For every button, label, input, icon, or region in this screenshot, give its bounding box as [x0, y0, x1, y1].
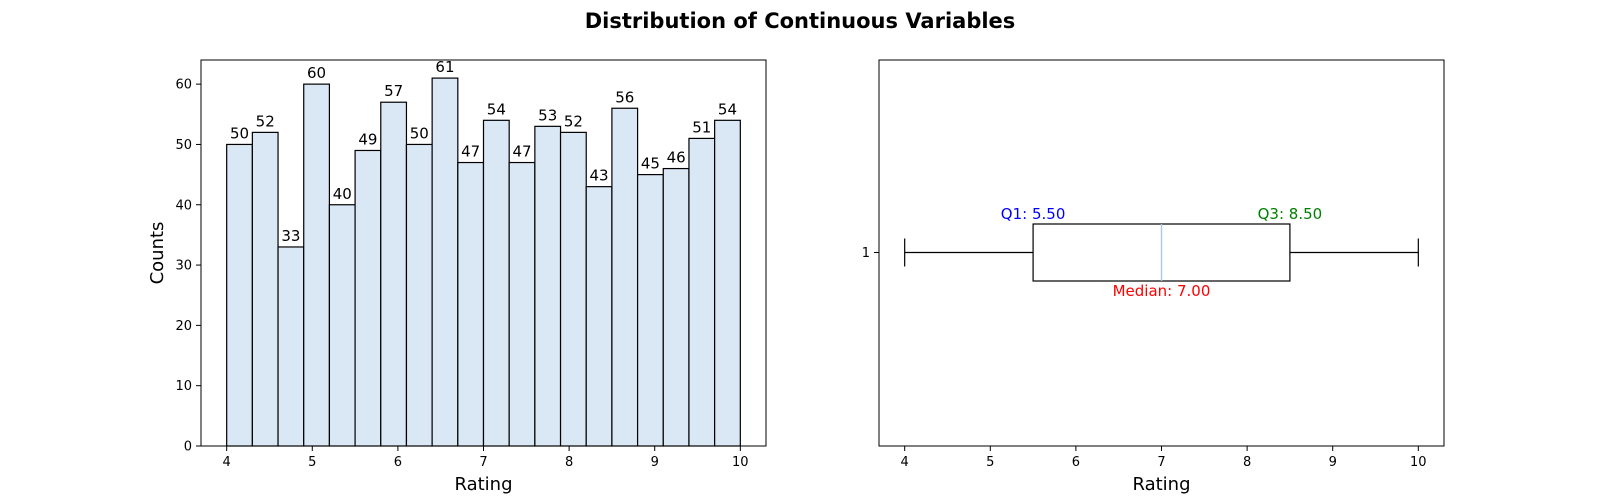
bar-value-label: 56 — [615, 88, 634, 106]
histogram-bar — [585, 186, 613, 447]
x-tick-label: 9 — [651, 455, 659, 470]
box-annotation: Median: 7.00 — [1113, 282, 1211, 300]
bar-value-label: 33 — [281, 227, 300, 245]
x-tick-label: 8 — [1243, 455, 1251, 470]
bar-value-label: 45 — [641, 155, 660, 173]
histogram-bar — [380, 101, 408, 447]
x-tick-label: 8 — [565, 455, 573, 470]
histogram-bar — [534, 125, 562, 447]
bar-value-label: 61 — [435, 58, 454, 76]
bar-value-label: 50 — [230, 124, 249, 142]
y-tick-label: 60 — [175, 78, 192, 93]
bar-value-label: 57 — [384, 82, 403, 100]
histogram-bar — [457, 161, 485, 447]
x-tick-label: 4 — [223, 455, 231, 470]
x-tick-label: 4 — [901, 455, 909, 470]
bar-value-label: 51 — [692, 118, 711, 136]
histogram-bar — [611, 107, 639, 447]
histogram-bar — [662, 167, 690, 447]
x-tick-label: 7 — [479, 455, 487, 470]
y-axis-label: Counts — [147, 222, 168, 285]
x-tick-label: 5 — [308, 455, 316, 470]
figure-title: Distribution of Continuous Variables — [585, 9, 1016, 33]
histogram-bar — [405, 143, 433, 447]
bar-value-label: 54 — [718, 100, 737, 118]
bar-value-label: 46 — [667, 149, 686, 167]
bar-value-label: 43 — [590, 167, 609, 185]
bar-value-label: 40 — [333, 185, 352, 203]
bar-value-label: 47 — [512, 143, 531, 161]
histogram-bar — [277, 246, 305, 447]
bar-value-label: 53 — [538, 106, 557, 124]
y-tick-label: 1 — [862, 246, 870, 261]
histogram-bar — [431, 77, 459, 447]
histogram-bar — [354, 149, 382, 447]
histogram-bar — [688, 137, 716, 447]
boxplot-panel: Q1: 5.50 Median: 7.00 Q3: 8.50 1 4 5 6 7 8 9 10 Rat… — [862, 59, 1445, 495]
x-axis-label: Rating — [454, 474, 512, 495]
histogram-bar — [714, 119, 741, 447]
bar-value-label: 49 — [358, 130, 377, 148]
box-annotation: Q1: 5.50 — [1001, 205, 1066, 223]
bar-value-label: 50 — [410, 124, 429, 142]
bar-value-label: 54 — [487, 100, 506, 118]
y-tick-label: 50 — [175, 138, 192, 153]
histogram-bar — [251, 131, 279, 447]
y-tick-label: 0 — [184, 440, 192, 455]
bar-value-label: 52 — [256, 112, 275, 130]
histogram-bar — [508, 161, 536, 447]
y-tick-label: 30 — [175, 259, 192, 274]
y-tick-label: 10 — [175, 379, 192, 394]
histogram-bar — [559, 131, 587, 447]
histogram-bar — [636, 173, 664, 447]
histogram-bar — [226, 143, 253, 447]
x-tick-label: 9 — [1329, 455, 1337, 470]
x-tick-label: 5 — [986, 455, 994, 470]
x-axis-label: Rating — [1132, 474, 1190, 495]
bar-value-label: 47 — [461, 143, 480, 161]
x-tick-label: 10 — [1410, 455, 1427, 470]
bar-value-label: 60 — [307, 64, 326, 82]
histogram-bar — [328, 204, 356, 447]
x-tick-label: 7 — [1157, 455, 1165, 470]
y-tick-label: 20 — [175, 319, 192, 334]
x-tick-label: 6 — [394, 455, 402, 470]
x-tick-label: 6 — [1072, 455, 1080, 470]
bar-value-label: 52 — [564, 112, 583, 130]
x-tick-label: 10 — [732, 455, 749, 470]
y-tick-label: 40 — [175, 198, 192, 213]
histogram-bar — [303, 83, 331, 447]
box-annotation: Q3: 8.50 — [1258, 205, 1323, 223]
histogram-bar — [482, 119, 510, 447]
